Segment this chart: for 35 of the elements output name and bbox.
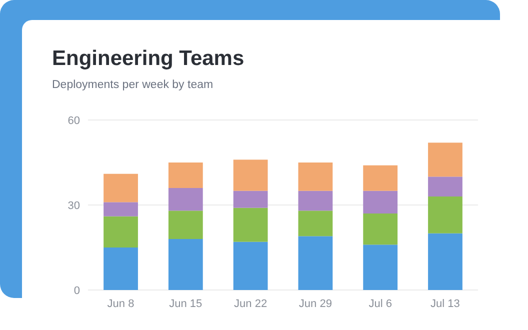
- bar: [363, 244, 398, 290]
- bar: [428, 233, 462, 290]
- chart-title: Engineering Teams: [52, 47, 244, 70]
- y-tick-label: 30: [68, 200, 80, 212]
- bar: [233, 190, 268, 208]
- x-tick-label: Jul 6: [368, 298, 392, 310]
- bar: [233, 242, 268, 290]
- chart-subtitle: Deployments per week by team: [52, 79, 214, 91]
- bar: [168, 239, 203, 290]
- x-tick-label: Jul 13: [430, 298, 460, 310]
- x-tick-label: Jun 29: [298, 298, 332, 310]
- bar: [168, 188, 203, 211]
- bar: [168, 210, 203, 239]
- bar: [428, 196, 462, 234]
- x-tick-label: Jun 15: [169, 298, 202, 310]
- bar: [104, 202, 138, 216]
- bar: [298, 162, 333, 191]
- x-tick-label: Jun 8: [107, 298, 134, 310]
- bar: [104, 248, 138, 290]
- bar: [298, 190, 333, 211]
- y-tick-label: 60: [68, 114, 80, 127]
- bar: [233, 160, 268, 191]
- bar: [363, 165, 398, 191]
- bar: [104, 216, 138, 248]
- bar: [428, 142, 462, 177]
- bar: [428, 176, 462, 196]
- bar: [168, 162, 203, 188]
- y-tick-label: 0: [74, 284, 80, 297]
- bar: [104, 174, 138, 202]
- bar: [363, 214, 398, 245]
- x-tick-label: Jun 22: [234, 298, 268, 310]
- bar: [298, 210, 333, 236]
- bar: [233, 208, 268, 242]
- bar: [298, 236, 333, 290]
- bar: [363, 190, 398, 214]
